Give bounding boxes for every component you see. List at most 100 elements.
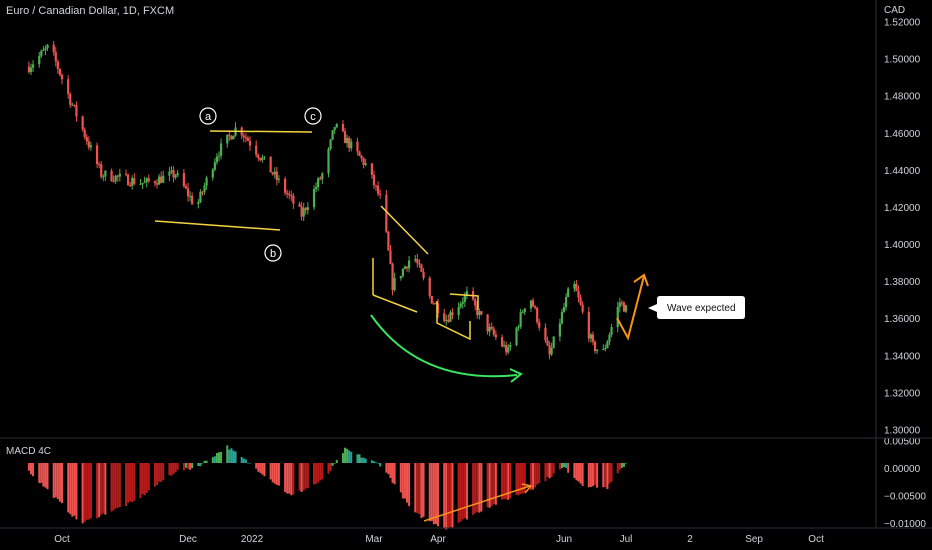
candle <box>447 314 450 323</box>
rounding-bottom-arc[interactable] <box>370 314 518 378</box>
macd-bar <box>187 463 190 469</box>
candle <box>234 122 237 137</box>
candle <box>564 293 568 311</box>
macd-bar <box>112 463 115 511</box>
candle <box>89 141 93 151</box>
candle <box>422 268 425 281</box>
macd-bar <box>170 463 173 476</box>
candle <box>529 299 533 313</box>
time-tick-label: Oct <box>54 534 70 545</box>
macd-bar <box>480 463 483 512</box>
candle <box>443 308 446 323</box>
candle <box>379 189 382 199</box>
time-tick-label: Apr <box>430 534 446 545</box>
wave-label-a[interactable]: a <box>199 107 217 125</box>
macd-bar <box>85 463 88 520</box>
price-axis: 1.52000 1.50000 1.48000 1.46000 1.44000 1.420… <box>884 18 921 437</box>
candle <box>562 302 566 313</box>
macd-tick-label: −0.01000 <box>884 519 926 530</box>
macd-bar <box>519 463 522 495</box>
macd-bar <box>428 463 431 522</box>
macd-bar <box>344 447 347 463</box>
expected-wave-path[interactable] <box>616 275 645 341</box>
candle <box>420 263 423 273</box>
macd-bar <box>29 463 32 475</box>
currency-label: CAD <box>884 5 906 16</box>
macd-bar <box>416 463 419 514</box>
macd-bar <box>501 463 504 500</box>
candle <box>52 40 55 56</box>
macd-bar <box>608 463 611 484</box>
macd-bar <box>422 463 425 517</box>
macd-bar <box>447 463 450 529</box>
candle <box>145 177 148 188</box>
candle <box>548 341 551 360</box>
macd-bar <box>587 463 590 488</box>
candle <box>445 314 448 326</box>
macd-bar <box>552 463 555 474</box>
candle <box>374 184 378 191</box>
macd-bar <box>131 463 134 502</box>
candle <box>40 49 43 58</box>
candle <box>606 340 609 349</box>
macd-bar <box>228 449 231 463</box>
svg-text:a: a <box>205 111 212 123</box>
price-tick-label: 1.40000 <box>884 240 921 251</box>
candle <box>162 170 165 183</box>
svg-text:Wave expected: Wave expected <box>667 303 736 314</box>
candle <box>116 174 119 182</box>
candle <box>593 340 597 354</box>
candle <box>488 323 491 337</box>
macd-divergence-line[interactable] <box>423 485 531 522</box>
candle <box>449 309 452 322</box>
candle <box>430 295 433 304</box>
flag-box-2[interactable] <box>449 293 479 310</box>
macd-bar <box>393 463 396 485</box>
macd-bar <box>494 463 497 505</box>
macd-bar <box>379 463 382 467</box>
candle <box>560 308 564 325</box>
price-tick-label: 1.30000 <box>884 426 921 437</box>
macd-bar <box>505 463 508 500</box>
macd-bar <box>401 463 404 499</box>
macd-bar <box>73 463 76 516</box>
macd-bar <box>215 453 218 463</box>
candle <box>286 189 289 199</box>
macd-bar <box>594 463 597 485</box>
candle <box>255 140 258 158</box>
candle <box>587 306 590 343</box>
macd-bar <box>234 451 237 463</box>
candle <box>54 47 57 67</box>
candle <box>290 190 293 202</box>
macd-bar <box>602 463 605 488</box>
macd-bar <box>346 448 349 463</box>
macd-bar <box>89 463 92 519</box>
candle <box>100 160 103 179</box>
channel-bottom[interactable] <box>372 294 418 313</box>
trendline-upper[interactable] <box>209 130 313 133</box>
macd-bar <box>317 463 320 483</box>
wave-label-b[interactable]: b <box>264 244 282 262</box>
candle <box>176 169 179 178</box>
trendline-lower[interactable] <box>154 220 281 231</box>
macd-bar <box>313 463 316 485</box>
candle <box>246 135 250 142</box>
macd-bar <box>387 463 390 475</box>
macd-bar <box>622 463 625 467</box>
wave-label-c[interactable]: c <box>304 107 322 125</box>
macd-bar <box>432 463 435 525</box>
channel-top[interactable] <box>380 205 429 255</box>
time-tick-label: Oct <box>808 534 824 545</box>
svg-text:c: c <box>310 111 316 123</box>
candle <box>418 259 421 269</box>
macd-tick-label: 0.00500 <box>884 437 921 448</box>
macd-bar <box>532 463 535 490</box>
callout-wave-expected[interactable]: Wave expected <box>648 296 745 319</box>
flag-box-1[interactable] <box>436 301 471 341</box>
macd-bar <box>184 463 187 468</box>
macd-bar <box>408 463 411 507</box>
macd-bar <box>300 463 303 492</box>
macd-bar <box>472 463 475 515</box>
candle <box>505 341 508 356</box>
macd-bar <box>476 463 479 513</box>
